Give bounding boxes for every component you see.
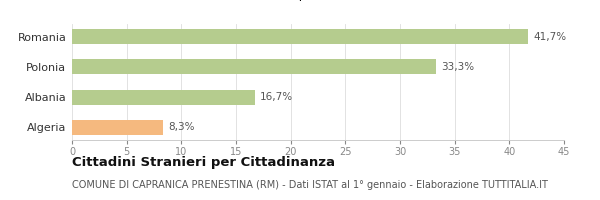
Bar	[72, 29, 528, 44]
Text: 8,3%: 8,3%	[168, 122, 195, 132]
Bar	[72, 90, 254, 105]
Bar	[72, 120, 163, 135]
Text: Cittadini Stranieri per Cittadinanza: Cittadini Stranieri per Cittadinanza	[72, 156, 335, 169]
Text: COMUNE DI CAPRANICA PRENESTINA (RM) - Dati ISTAT al 1° gennaio - Elaborazione TU: COMUNE DI CAPRANICA PRENESTINA (RM) - Da…	[72, 180, 548, 190]
Text: 41,7%: 41,7%	[533, 32, 566, 42]
Text: 33,3%: 33,3%	[442, 62, 475, 72]
Legend: Europa, Africa: Europa, Africa	[247, 0, 389, 4]
Text: 16,7%: 16,7%	[260, 92, 293, 102]
Bar	[72, 59, 436, 74]
